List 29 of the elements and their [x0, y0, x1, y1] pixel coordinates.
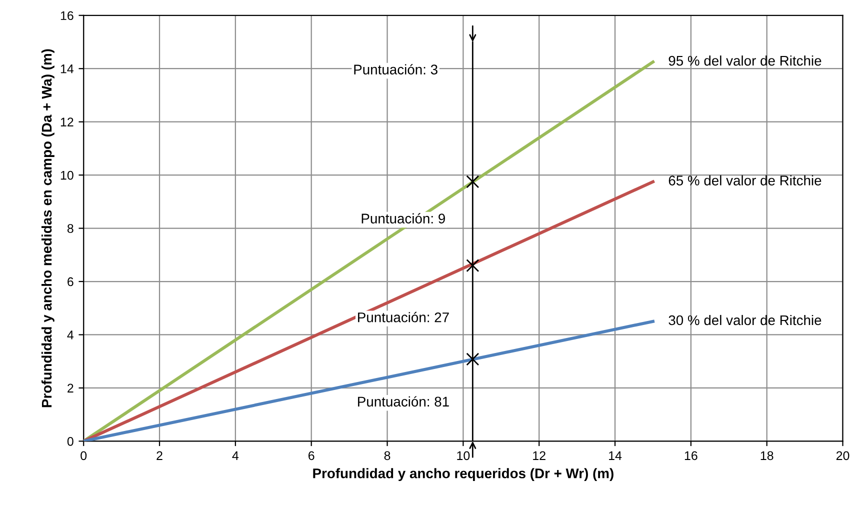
y-axis-title: Profundidad y ancho medidas en campo (Da + Wa) (m)	[41, 49, 54, 408]
x-axis-title: Profundidad y ancho requeridos (Dr + Wr) (m)	[313, 468, 614, 482]
annotation: Puntuación: 27	[358, 312, 449, 322]
x-tick-label: 8	[384, 451, 390, 460]
x-tick-label: 12	[533, 451, 546, 460]
y-tick-label: 16	[60, 11, 74, 20]
x-tick-label: 20	[836, 451, 850, 460]
x-tick-label: 4	[232, 451, 239, 460]
annotation: Puntuación: 81	[358, 396, 449, 407]
y-tick-label: 6	[68, 277, 74, 286]
y-tick-label: 10	[60, 170, 74, 180]
y-tick-label: 2	[68, 384, 74, 392]
y-tick-label: 14	[60, 64, 74, 74]
series-label: 65 % del valor de Ritchie	[668, 175, 822, 186]
y-tick-label: 8	[67, 224, 74, 233]
x-tick-label: 6	[308, 451, 314, 460]
series-label: 95 % del valor de Ritchie	[668, 55, 822, 66]
x-tick-label: 0	[80, 451, 87, 460]
annotation: Puntuación: 9	[362, 213, 445, 224]
x-tick-label: 18	[760, 451, 774, 460]
y-tick-label: 0	[67, 436, 74, 446]
y-tick-label: 4	[67, 330, 74, 340]
x-tick-label: 14	[609, 451, 622, 460]
series-label: 30 % del valor de Ritchie	[668, 314, 822, 326]
x-tick-label: 16	[684, 451, 698, 460]
x-tick-label: 2	[156, 451, 162, 460]
annotation: Puntuación: 3	[354, 64, 438, 74]
y-tick-label: 12	[60, 118, 74, 126]
x-tick-label: 10	[457, 451, 470, 460]
